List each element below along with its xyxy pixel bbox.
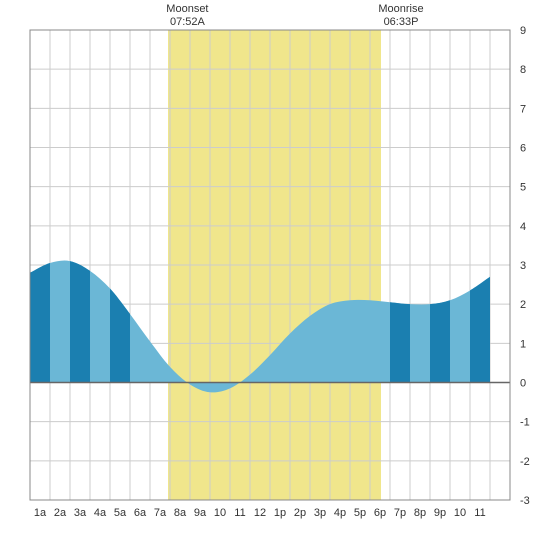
x-tick-label: 8a <box>174 507 187 519</box>
x-tick-label: 8p <box>414 507 426 519</box>
y-tick-label: 7 <box>520 103 526 115</box>
y-tick-label: 4 <box>520 221 526 233</box>
x-tick-label: 10 <box>454 507 466 519</box>
x-tick-label: 2a <box>54 507 67 519</box>
x-tick-label: 12 <box>254 507 266 519</box>
x-tick-label: 1a <box>34 507 47 519</box>
moonrise-label: Moonrise <box>378 3 423 15</box>
x-tick-label: 2p <box>294 507 306 519</box>
moonrise-time: 06:33P <box>384 16 419 28</box>
y-tick-label: 6 <box>520 143 526 155</box>
moonset-label: Moonset <box>166 3 208 15</box>
x-tick-label: 4a <box>94 507 107 519</box>
y-tick-label: 3 <box>520 260 526 272</box>
tide-chart: 1a2a3a4a5a6a7a8a9a1011121p2p3p4p5p6p7p8p… <box>0 0 550 550</box>
x-tick-label: 5p <box>354 507 366 519</box>
y-tick-label: 2 <box>520 299 526 311</box>
x-tick-label: 7p <box>394 507 406 519</box>
x-tick-label: 4p <box>334 507 346 519</box>
y-tick-label: -3 <box>520 495 530 507</box>
x-tick-label: 3p <box>314 507 326 519</box>
x-tick-label: 9a <box>194 507 207 519</box>
y-tick-label: -2 <box>520 456 530 468</box>
x-tick-label: 3a <box>74 507 87 519</box>
x-tick-label: 11 <box>234 507 245 519</box>
x-tick-label: 10 <box>214 507 226 519</box>
y-tick-label: 8 <box>520 64 526 76</box>
y-tick-label: 5 <box>520 182 526 194</box>
moonset-time: 07:52A <box>170 16 206 28</box>
x-tick-label: 5a <box>114 507 127 519</box>
x-tick-label: 9p <box>434 507 446 519</box>
y-tick-label: 9 <box>520 25 526 37</box>
x-tick-label: 1p <box>274 507 286 519</box>
y-tick-label: 1 <box>520 338 526 350</box>
x-tick-label: 7a <box>154 507 167 519</box>
x-tick-label: 6p <box>374 507 386 519</box>
chart-svg: 1a2a3a4a5a6a7a8a9a1011121p2p3p4p5p6p7p8p… <box>0 0 550 550</box>
y-tick-label: 0 <box>520 378 526 390</box>
x-tick-label: 11 <box>474 507 485 519</box>
x-tick-label: 6a <box>134 507 147 519</box>
y-tick-label: -1 <box>520 417 530 429</box>
